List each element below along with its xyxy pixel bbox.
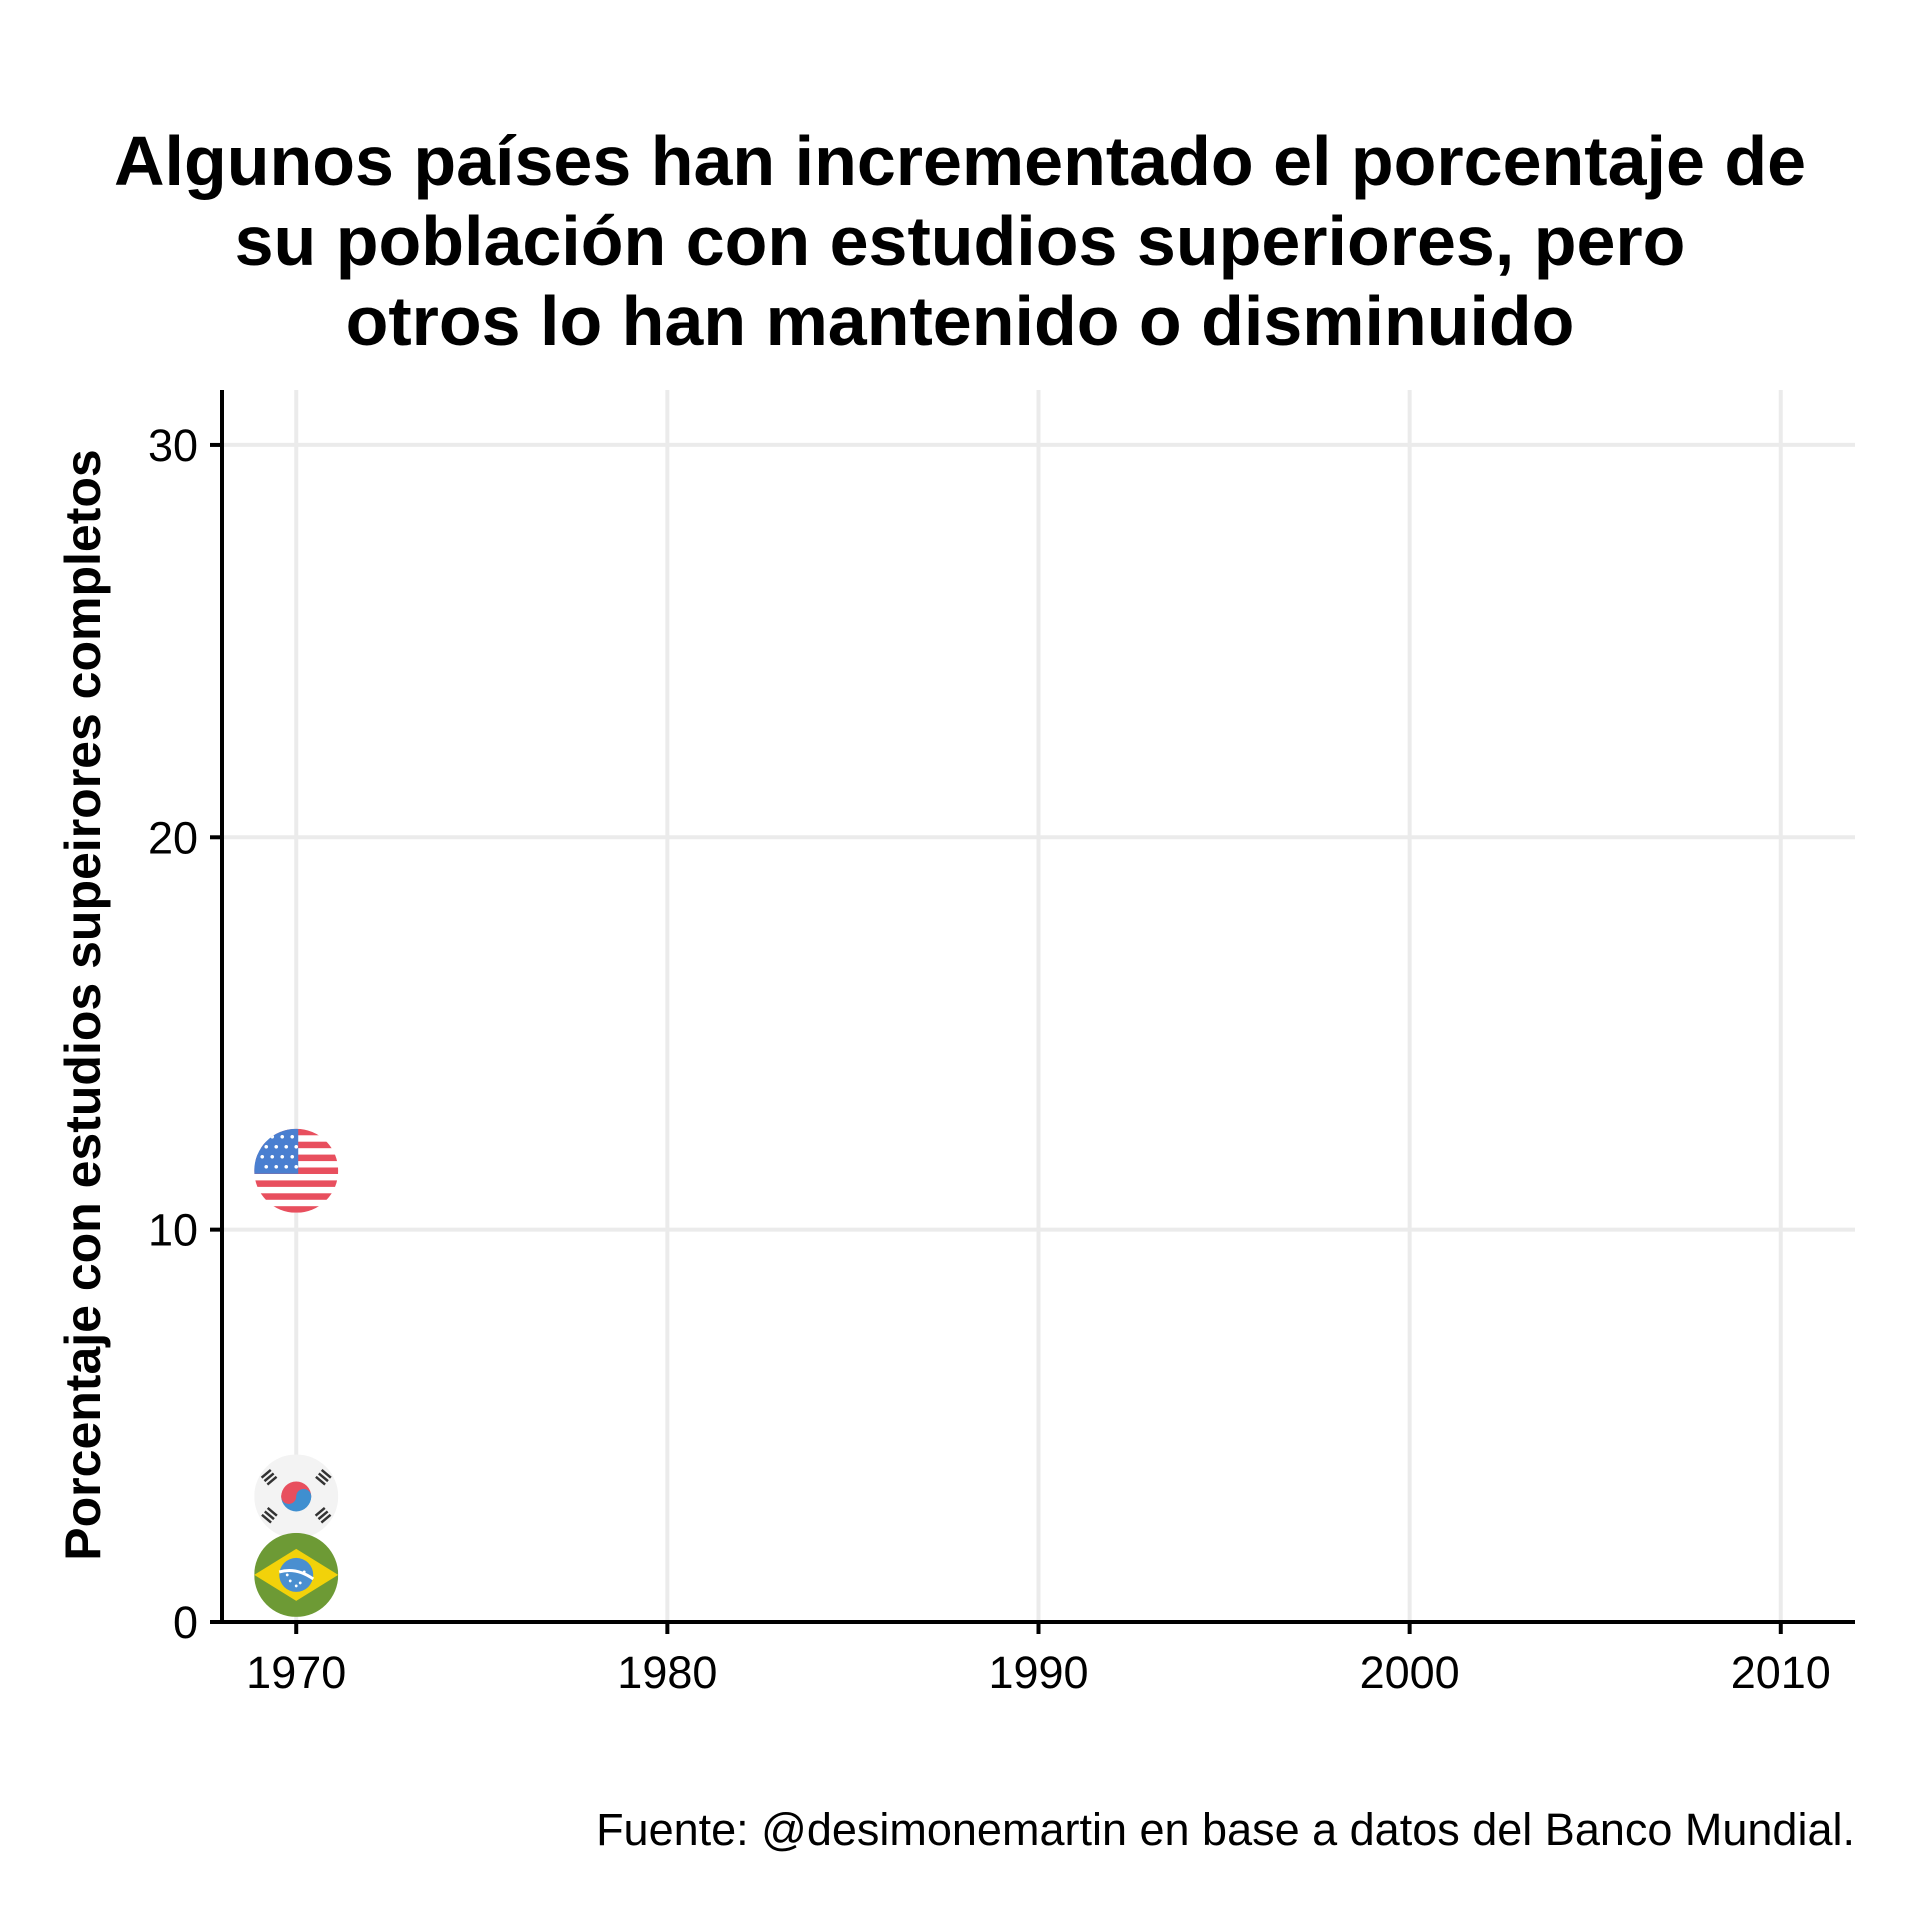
y-tick-label: 10 [148, 1205, 198, 1256]
axes [210, 390, 1855, 1634]
x-tick-label: 1970 [246, 1647, 346, 1698]
caption: Fuente: @desimonemartin en base a datos … [596, 1804, 1855, 1855]
tick-labels: 1970 1980 1990 2000 2010 0 10 20 30 [148, 420, 1831, 1698]
y-tick-label: 0 [173, 1597, 198, 1648]
chart-title-line: Algunos países han incrementado el porce… [114, 122, 1806, 200]
usa-flag-icon [254, 1128, 339, 1213]
y-tick-label: 20 [148, 812, 198, 863]
y-tick-label: 30 [148, 420, 198, 471]
x-tick-label: 2000 [1360, 1647, 1460, 1698]
data-points [254, 1128, 339, 1617]
brazil-flag-icon [254, 1532, 339, 1617]
y-axis-label: Porcentaje con estudios supeirores compl… [55, 449, 111, 1560]
x-tick-label: 1990 [988, 1647, 1088, 1698]
x-tick-label: 1980 [617, 1647, 717, 1698]
x-tick-label: 2010 [1731, 1647, 1831, 1698]
south-korea-flag-icon [254, 1454, 339, 1539]
chart-title-line: otros lo han mantenido o disminuido [346, 282, 1575, 360]
chart-title-line: su población con estudios superiores, pe… [235, 202, 1686, 280]
chart-title: Algunos países han incrementado el porce… [114, 122, 1806, 360]
grid [222, 390, 1855, 1624]
